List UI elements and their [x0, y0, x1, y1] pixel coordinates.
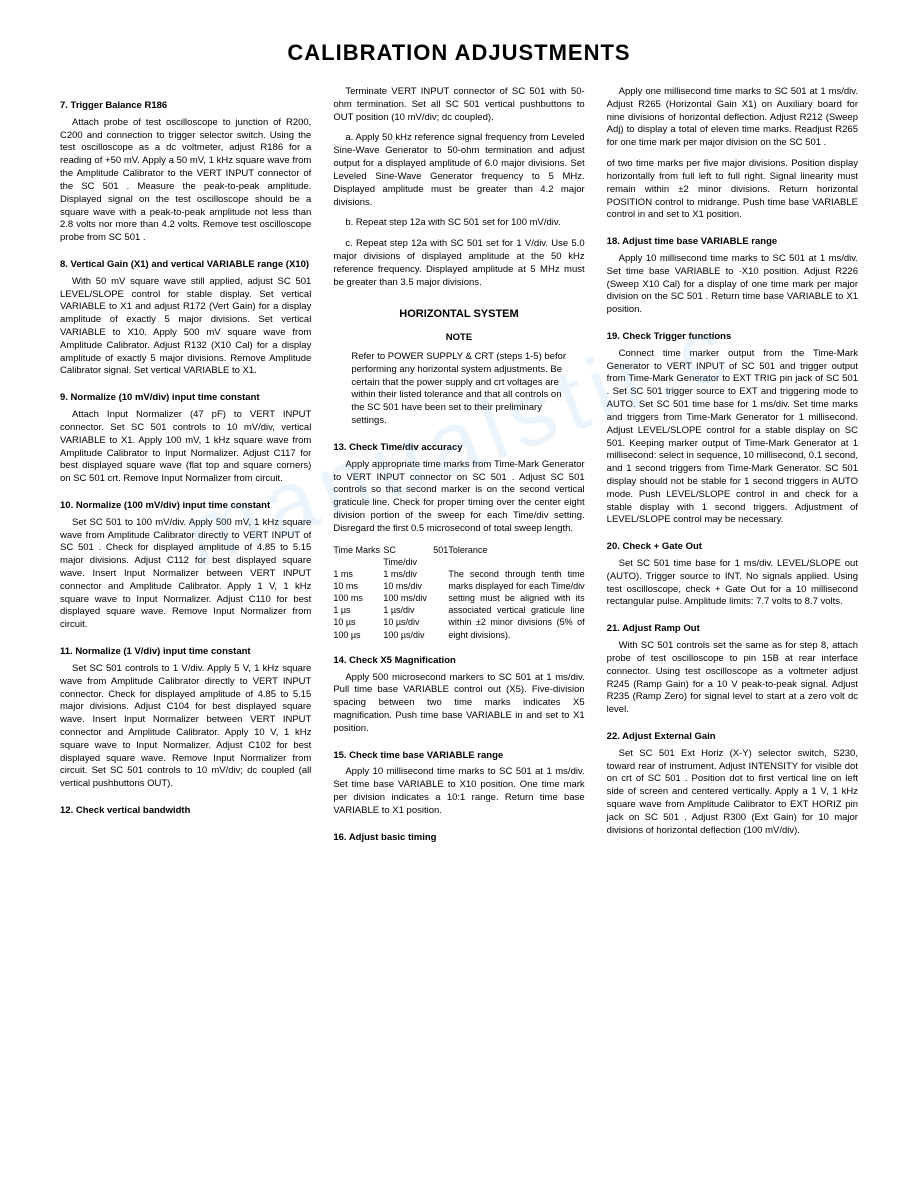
section-18-title: 18. Adjust time base VARIABLE range: [607, 236, 858, 249]
section-10-body: Set SC 501 to 100 mV/div. Apply 500 mV, …: [60, 517, 311, 632]
section-11-title: 11. Normalize (1 V/div) input time const…: [60, 646, 311, 659]
section-14-title: 14. Check X5 Magnification: [333, 655, 584, 668]
horizontal-system-title: HORIZONTAL SYSTEM: [333, 307, 584, 322]
table-cell: 10 µs: [333, 616, 383, 628]
section-9-title: 9. Normalize (10 mV/div) input time cons…: [60, 392, 311, 405]
section-12-title: 12. Check vertical bandwidth: [60, 805, 311, 818]
step-12c: c. Repeat step 12a with SC 501 set for 1…: [333, 238, 584, 289]
table-cell: 100 ms: [333, 592, 383, 604]
section-13-title: 13. Check Time/div accuracy: [333, 442, 584, 455]
section-21-title: 21. Adjust Ramp Out: [607, 623, 858, 636]
section-18-body: Apply 10 millisecond time marks to SC 50…: [607, 253, 858, 317]
section-8-title: 8. Vertical Gain (X1) and vertical VARIA…: [60, 259, 311, 272]
section-20-title: 20. Check + Gate Out: [607, 541, 858, 554]
section-21-body: With SC 501 controls set the same as for…: [607, 640, 858, 717]
content-columns: 7. Trigger Balance R186 Attach probe of …: [60, 86, 858, 844]
table-cell: 1 µs: [333, 604, 383, 616]
section-22-title: 22. Adjust External Gain: [607, 731, 858, 744]
table-header-2: SC 501 Time/div: [383, 544, 448, 568]
section-12-body: Terminate VERT INPUT connector of SC 501…: [333, 86, 584, 124]
section-15-body: Apply 10 millisecond time marks to SC 50…: [333, 766, 584, 817]
section-15-title: 15. Check time base VARIABLE range: [333, 750, 584, 763]
section-11-body: Set SC 501 controls to 1 V/div. Apply 5 …: [60, 663, 311, 791]
section-20-body: Set SC 501 time base for 1 ms/div. LEVEL…: [607, 558, 858, 609]
col3-continuation: of two time marks per five major divisio…: [607, 158, 858, 222]
section-22-body: Set SC 501 Ext Horiz (X-Y) selector swit…: [607, 748, 858, 838]
table-cell: 10 ms: [333, 580, 383, 592]
note-body: Refer to POWER SUPPLY & CRT (steps 1-5) …: [351, 351, 566, 428]
table-tolerance: The second through tenth time marks disp…: [448, 568, 584, 641]
table-cell: 100 µs: [333, 629, 383, 641]
timing-table: Time Marks SC 501 Time/div Tolerance 1 m…: [333, 544, 584, 641]
step-12a: a. Apply 50 kHz reference signal frequen…: [333, 132, 584, 209]
section-19-title: 19. Check Trigger functions: [607, 331, 858, 344]
section-10-title: 10. Normalize (100 mV/div) input time co…: [60, 500, 311, 513]
note-title: NOTE: [333, 332, 584, 345]
table-cell: 1 µs/div: [383, 604, 448, 616]
table-cell: 10 ms/div: [383, 580, 448, 592]
table-cell: 1 ms/div: [383, 568, 448, 580]
section-9-body: Attach Input Normalizer (47 pF) to VERT …: [60, 409, 311, 486]
section-19-body: Connect time marker output from the Time…: [607, 348, 858, 527]
step-12b: b. Repeat step 12a with SC 501 set for 1…: [333, 217, 584, 230]
table-cell: 1 ms: [333, 568, 383, 580]
section-13-body: Apply appropriate time marks from Time-M…: [333, 459, 584, 536]
section-7-body: Attach probe of test oscilloscope to jun…: [60, 117, 311, 245]
section-14-body: Apply 500 microsecond markers to SC 501 …: [333, 672, 584, 736]
table-cell: 10 µs/div: [383, 616, 448, 628]
section-16-body: Apply one millisecond time marks to SC 5…: [607, 86, 858, 150]
section-8-body: With 50 mV square wave still applied, ad…: [60, 276, 311, 379]
table-header-3: Tolerance: [448, 544, 584, 568]
section-16-title: 16. Adjust basic timing: [333, 832, 584, 845]
page-title: CALIBRATION ADJUSTMENTS: [60, 40, 858, 66]
table-header-1: Time Marks: [333, 544, 383, 568]
section-7-title: 7. Trigger Balance R186: [60, 100, 311, 113]
table-cell: 100 ms/div: [383, 592, 448, 604]
table-cell: 100 µs/div: [383, 629, 448, 641]
